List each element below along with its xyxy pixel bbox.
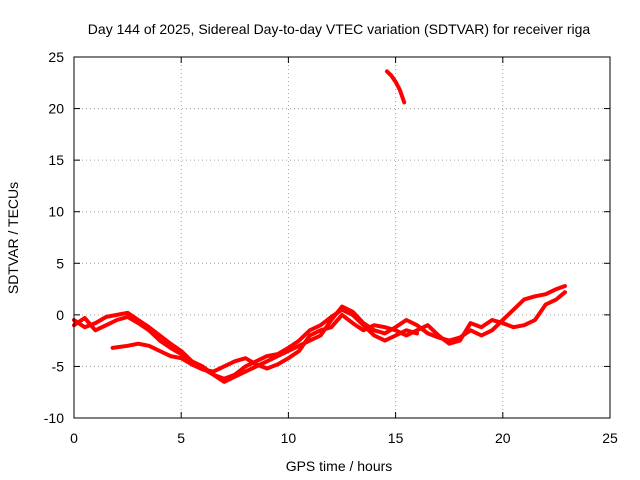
- axis-ticks: 0 5 10 15 20 25 -10 -5 0 5 10 15 20 25: [44, 49, 618, 446]
- y-axis-label: SDTVAR / TECUs: [5, 182, 21, 294]
- series-line-track-b: [72, 290, 567, 374]
- x-tick-label: 15: [388, 430, 404, 446]
- plot-frame: [73, 56, 611, 419]
- x-axis-label: GPS time / hours: [286, 458, 393, 474]
- y-tick-label: 5: [56, 255, 64, 271]
- grid-lines: [74, 57, 610, 418]
- y-tick-label: 0: [56, 307, 64, 323]
- x-tick-label: 20: [495, 430, 511, 446]
- series-line-track-c: [110, 307, 419, 381]
- y-tick-label: -10: [44, 410, 64, 426]
- y-tick-label: 25: [48, 49, 64, 65]
- y-tick-label: 15: [48, 152, 64, 168]
- series-line-track-d: [385, 69, 407, 105]
- y-tick-label: -5: [52, 358, 65, 374]
- x-tick-label: 25: [602, 430, 618, 446]
- data-series: [72, 69, 567, 384]
- y-tick-label: 10: [48, 204, 64, 220]
- y-tick-label: 20: [48, 101, 64, 117]
- x-tick-label: 5: [177, 430, 185, 446]
- chart-title: Day 144 of 2025, Sidereal Day-to-day VTE…: [88, 21, 591, 37]
- x-tick-label: 10: [281, 430, 297, 446]
- series-line-track-a: [72, 284, 567, 384]
- x-tick-label: 0: [70, 430, 78, 446]
